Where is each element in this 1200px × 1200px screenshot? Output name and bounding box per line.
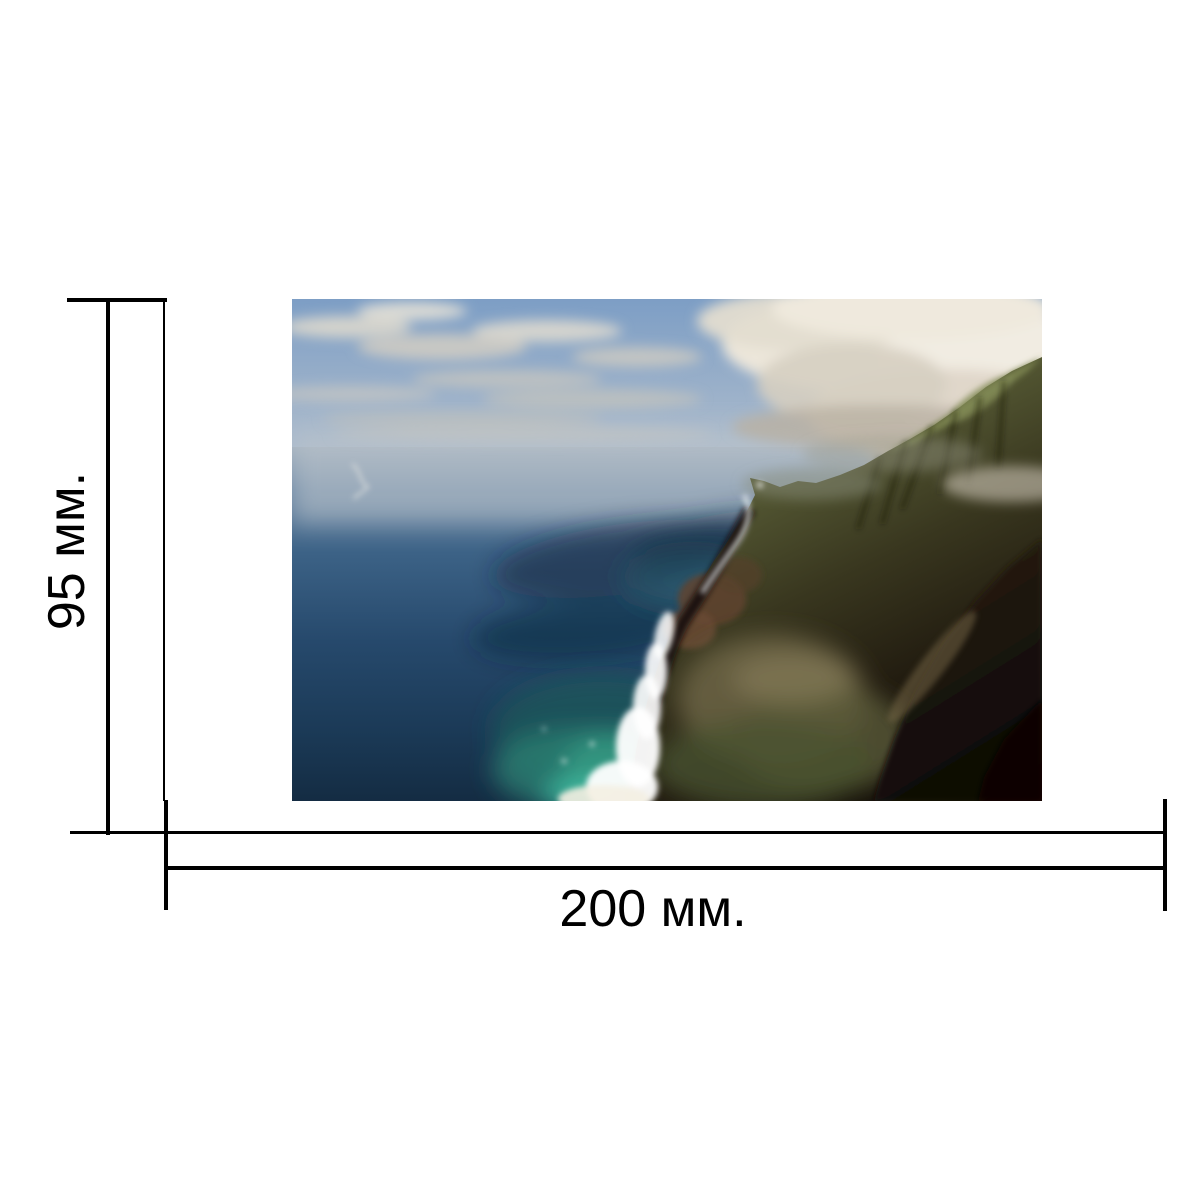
width-dimension-label: 200 мм. (559, 880, 747, 938)
height-extension-line (163, 300, 165, 801)
product-photo (292, 299, 1042, 801)
height-dimension-top-tick (67, 298, 167, 302)
width-dimension-upper-line (70, 831, 1167, 834)
height-dimension-line (106, 298, 110, 835)
photo-svg (292, 299, 1042, 801)
height-dimension-label: 95 мм. (38, 471, 96, 631)
width-dimension-left-tick (164, 800, 168, 910)
width-dimension-lower-line (165, 866, 1167, 870)
width-dimension-right-tick (1163, 799, 1167, 911)
